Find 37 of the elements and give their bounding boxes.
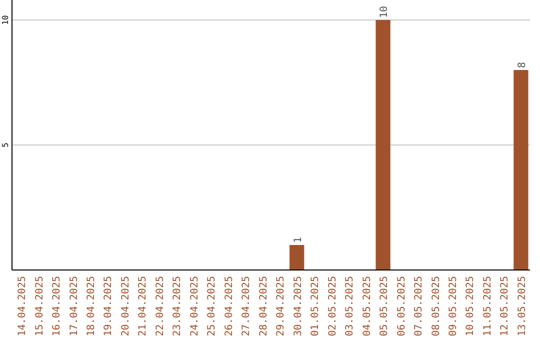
x-tick-label: 06.05.2025 bbox=[396, 276, 408, 336]
x-tick-label: 02.05.2025 bbox=[327, 276, 338, 336]
x-tick-label: 20.04.2025 bbox=[120, 276, 132, 336]
y-tick-label: 5 bbox=[1, 142, 10, 148]
x-tick-label: 15.04.2025 bbox=[34, 276, 46, 336]
x-tick-label: 09.05.2025 bbox=[448, 276, 459, 336]
x-tick-label: 28.04.2025 bbox=[258, 276, 270, 336]
x-tick-label: 17.04.2025 bbox=[68, 276, 80, 336]
x-tick-label: 22.04.2025 bbox=[154, 276, 166, 336]
x-tick-label: 13.05.2025 bbox=[516, 276, 528, 336]
data-label: 10 bbox=[379, 6, 390, 18]
x-tick-label: 26.04.2025 bbox=[224, 276, 235, 336]
x-tick-label: 25.04.2025 bbox=[206, 276, 218, 336]
x-tick-label: 30.04.2025 bbox=[292, 276, 304, 336]
bar bbox=[290, 245, 304, 270]
x-tick-label: 05.05.2025 bbox=[379, 276, 390, 336]
x-tick-label: 11.05.2025 bbox=[482, 276, 494, 336]
x-tick-label: 10.05.2025 bbox=[465, 276, 476, 336]
bar bbox=[376, 20, 390, 270]
x-tick-label: 07.05.2025 bbox=[414, 276, 425, 336]
x-tick-label: 04.05.2025 bbox=[362, 276, 373, 336]
bar bbox=[514, 70, 528, 270]
data-label: 1 bbox=[292, 236, 304, 243]
x-tick-label: 16.04.2025 bbox=[52, 276, 63, 336]
x-tick-label: 01.05.2025 bbox=[310, 276, 322, 336]
x-tick-label: 29.04.2025 bbox=[276, 276, 287, 336]
x-tick-label: 12.05.2025 bbox=[500, 276, 511, 336]
x-tick-label: 08.05.2025 bbox=[430, 276, 442, 336]
x-tick-label: 27.04.2025 bbox=[241, 276, 252, 336]
x-tick-label: 18.04.2025 bbox=[86, 276, 97, 336]
data-label: 8 bbox=[516, 62, 528, 68]
x-tick-label: 24.04.2025 bbox=[189, 276, 200, 336]
x-tick-label: 19.04.2025 bbox=[103, 276, 114, 336]
x-tick-label: 03.05.2025 bbox=[344, 276, 356, 336]
x-tick-label: 23.04.2025 bbox=[172, 276, 184, 336]
x-tick-label: 14.04.2025 bbox=[17, 276, 28, 336]
x-tick-label: 21.04.2025 bbox=[138, 276, 149, 336]
